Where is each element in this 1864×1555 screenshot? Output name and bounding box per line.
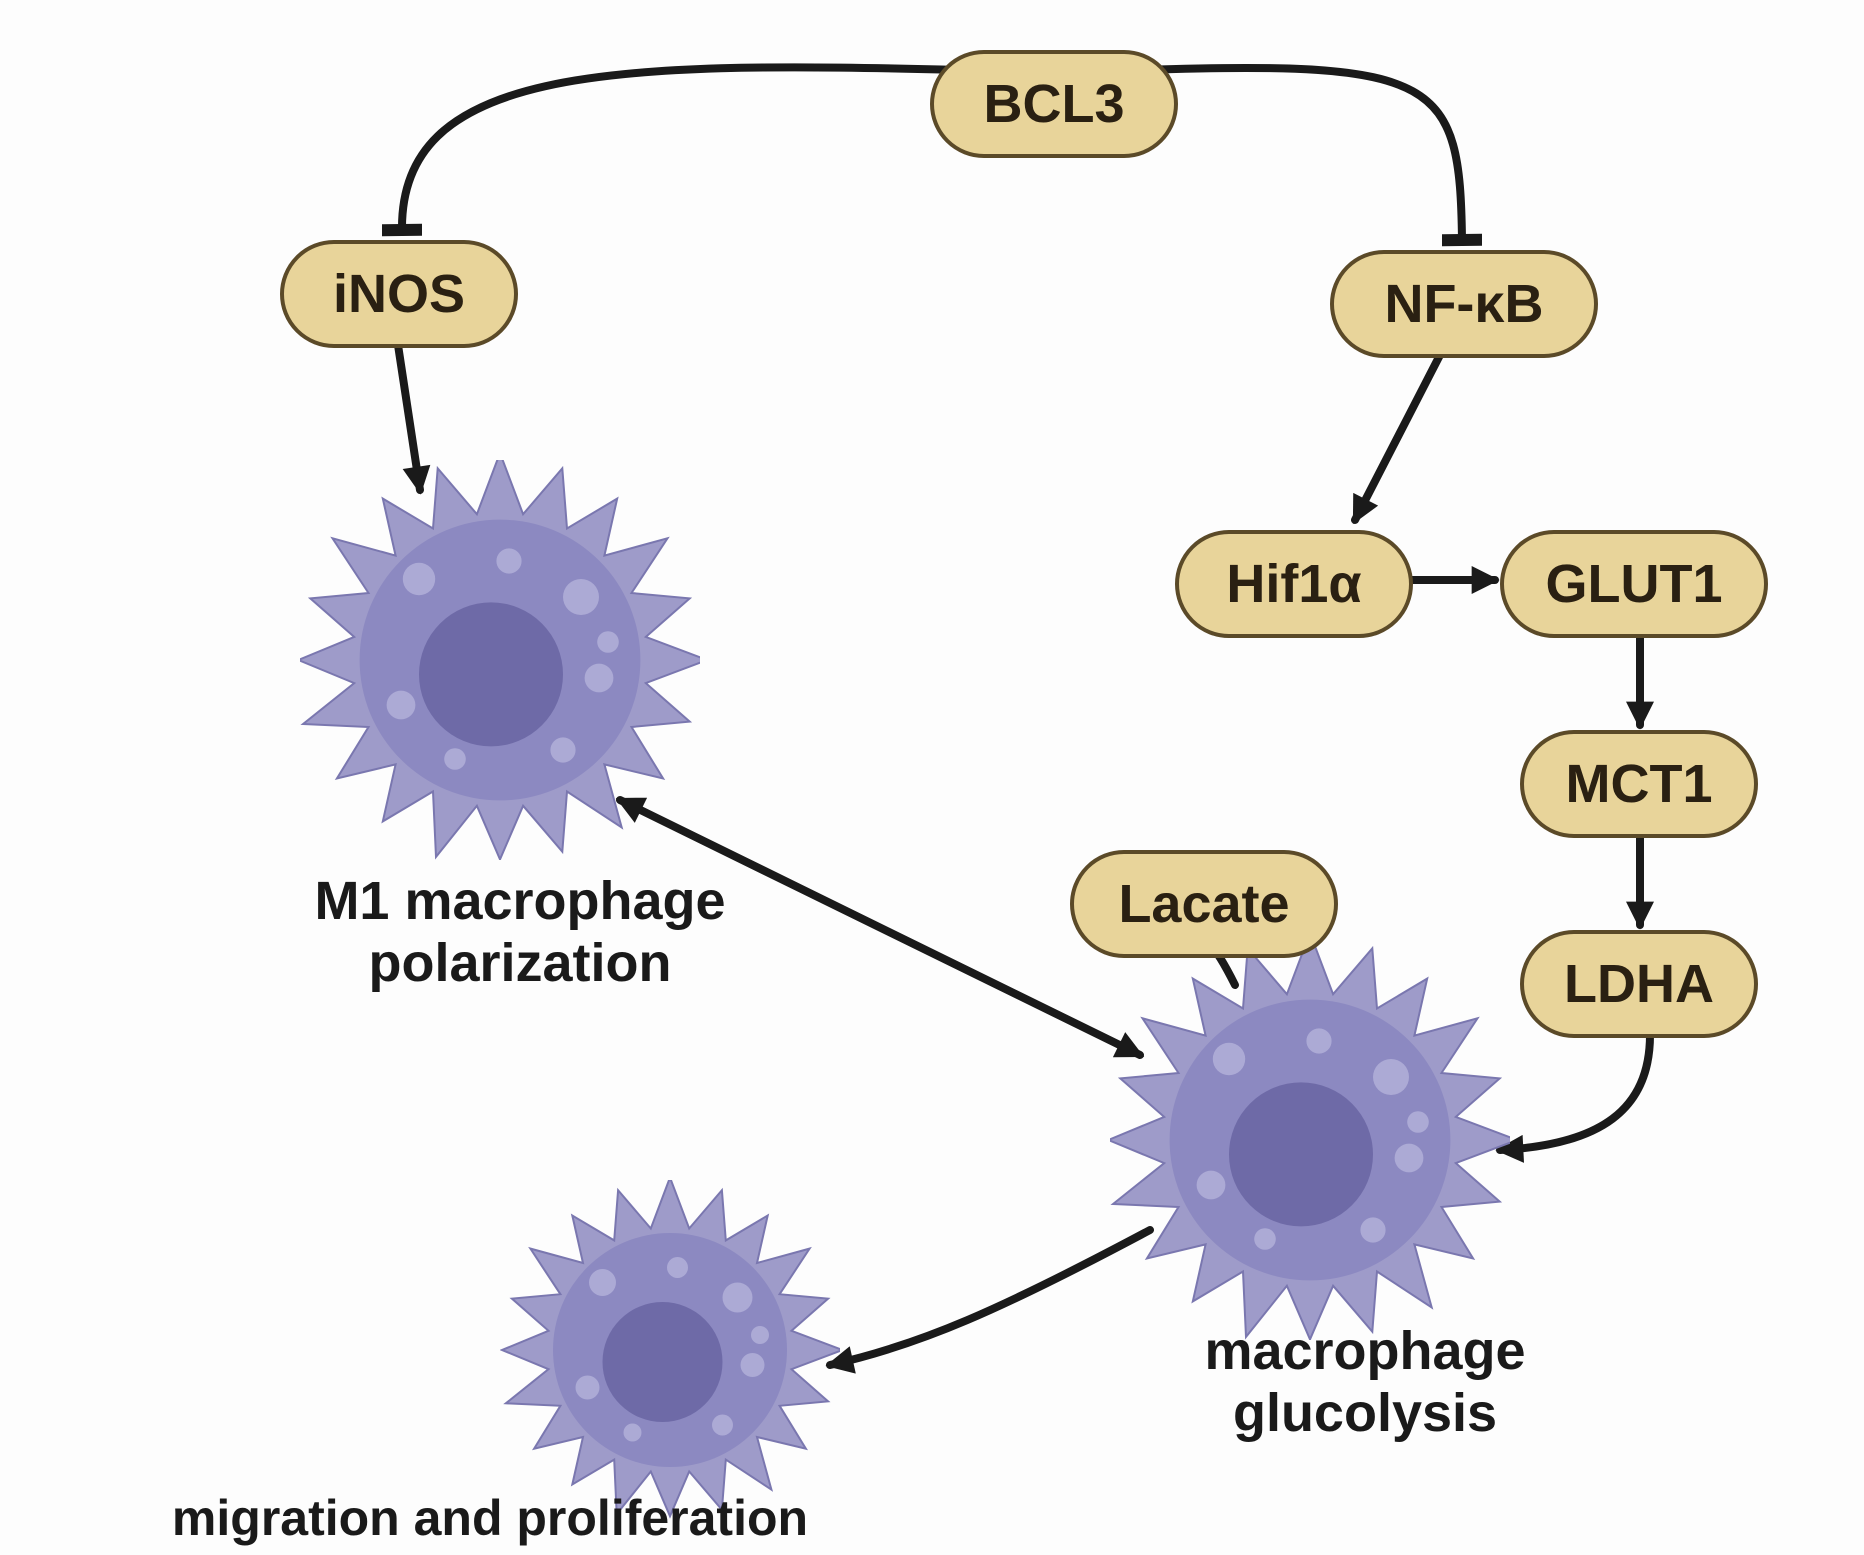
ldha-to-glyc xyxy=(1500,1035,1650,1150)
m1-cell xyxy=(300,460,700,860)
nfkb-node: NF-κB xyxy=(1330,250,1598,358)
m1-caption-line: polarization xyxy=(210,932,830,994)
bcl3-to-nfkb xyxy=(1140,68,1462,240)
mct1-node: MCT1 xyxy=(1520,730,1758,838)
inos-node: iNOS xyxy=(280,240,518,348)
mig-caption-line: migration and proliferation xyxy=(30,1490,950,1548)
ldha-label: LDHA xyxy=(1564,953,1714,1015)
glyc-caption: macrophageglucolysis xyxy=(1150,1320,1580,1444)
mig-cell xyxy=(500,1180,840,1520)
glyc-caption-line: macrophage xyxy=(1150,1320,1580,1382)
mig-caption: migration and proliferation xyxy=(30,1490,950,1548)
bcl3-label: BCL3 xyxy=(983,73,1124,135)
nfkb-label: NF-κB xyxy=(1384,273,1543,335)
glyc-cell xyxy=(1110,940,1510,1340)
hif1a-node: Hif1α xyxy=(1175,530,1413,638)
mct1-label: MCT1 xyxy=(1566,753,1713,815)
inos-label: iNOS xyxy=(333,263,465,325)
glut1-node: GLUT1 xyxy=(1500,530,1768,638)
nfkb-to-hif1a xyxy=(1355,355,1440,520)
glut1-label: GLUT1 xyxy=(1545,553,1722,615)
bcl3-to-inos xyxy=(402,67,960,230)
glyc-caption-line: glucolysis xyxy=(1150,1382,1580,1444)
hif1a-label: Hif1α xyxy=(1226,553,1361,615)
diagram-canvas: BCL3 iNOS NF-κB Hif1α GLUT1 MCT1 LDHA Lacate M1 … xyxy=(0,0,1864,1555)
m1-caption: M1 macrophagepolarization xyxy=(210,870,830,994)
lactate-label: Lacate xyxy=(1118,873,1289,935)
ldha-node: LDHA xyxy=(1520,930,1758,1038)
glyc-to-mig xyxy=(830,1230,1150,1365)
m1-caption-line: M1 macrophage xyxy=(210,870,830,932)
lactate-node: Lacate xyxy=(1070,850,1338,958)
bcl3-node: BCL3 xyxy=(930,50,1178,158)
